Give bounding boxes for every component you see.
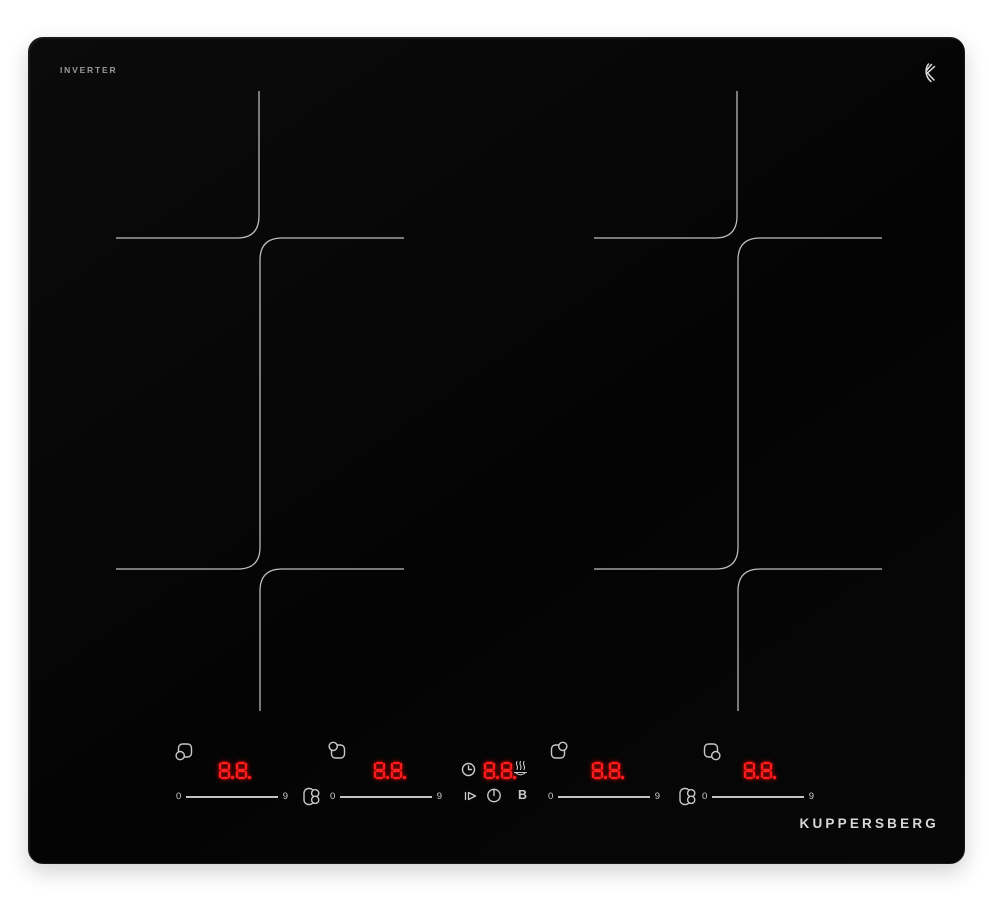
pan-zone-bottom-left-icon[interactable]	[175, 741, 195, 761]
clock-icon[interactable]	[461, 762, 476, 777]
slider-track[interactable]	[340, 796, 432, 798]
bridge-zones-right-icon[interactable]	[677, 785, 699, 808]
boost-button[interactable]: B	[518, 788, 528, 802]
pan-zone-bottom-right-icon[interactable]	[701, 741, 721, 761]
power-slider-rear-right[interactable]: 0 9	[548, 790, 660, 804]
zone-line-right-bottom	[737, 568, 882, 711]
zone-line-left-middle	[116, 237, 404, 570]
slider-max-label: 9	[654, 791, 660, 802]
slider-min-label: 0	[702, 791, 708, 802]
zone-line-right-middle	[594, 237, 882, 570]
slider-max-label: 9	[808, 791, 814, 802]
cooking-zone-markings	[116, 91, 882, 711]
power-slider-rear-left[interactable]: 0 9	[330, 790, 442, 804]
zone-display-rear-right	[591, 760, 625, 779]
zone-display-front-left	[218, 760, 252, 779]
zone-line-left-bottom	[259, 568, 404, 711]
zone-display-rear-left	[373, 760, 407, 779]
pan-zone-top-left-icon[interactable]	[328, 741, 348, 761]
slider-max-label: 9	[436, 791, 442, 802]
keep-warm-icon[interactable]	[511, 759, 530, 778]
kuppersberg-logo-icon	[925, 63, 936, 83]
inverter-label: INVERTER	[60, 65, 118, 75]
power-slider-front-right[interactable]: 0 9	[702, 790, 814, 804]
zone-line-left-top	[116, 91, 260, 239]
slider-min-label: 0	[548, 791, 554, 802]
zone-display-front-right	[743, 760, 777, 779]
slider-min-label: 0	[176, 791, 182, 802]
brand-wordmark: KUPPERSBERG	[799, 816, 939, 831]
slider-track[interactable]	[186, 796, 278, 798]
power-icon[interactable]	[485, 786, 503, 804]
slider-min-label: 0	[330, 791, 336, 802]
bridge-zones-left-icon[interactable]	[301, 785, 323, 808]
slider-track[interactable]	[712, 796, 804, 798]
slider-max-label: 9	[282, 791, 288, 802]
pan-zone-top-right-icon[interactable]	[548, 741, 568, 761]
zone-line-right-top	[594, 91, 738, 239]
key-lock-icon[interactable]	[462, 788, 479, 804]
slider-track[interactable]	[558, 796, 650, 798]
power-slider-front-left[interactable]: 0 9	[176, 790, 288, 804]
timer-display	[483, 760, 517, 779]
induction-cooktop-panel: INVERTER KUPPERSBERG	[28, 37, 965, 864]
